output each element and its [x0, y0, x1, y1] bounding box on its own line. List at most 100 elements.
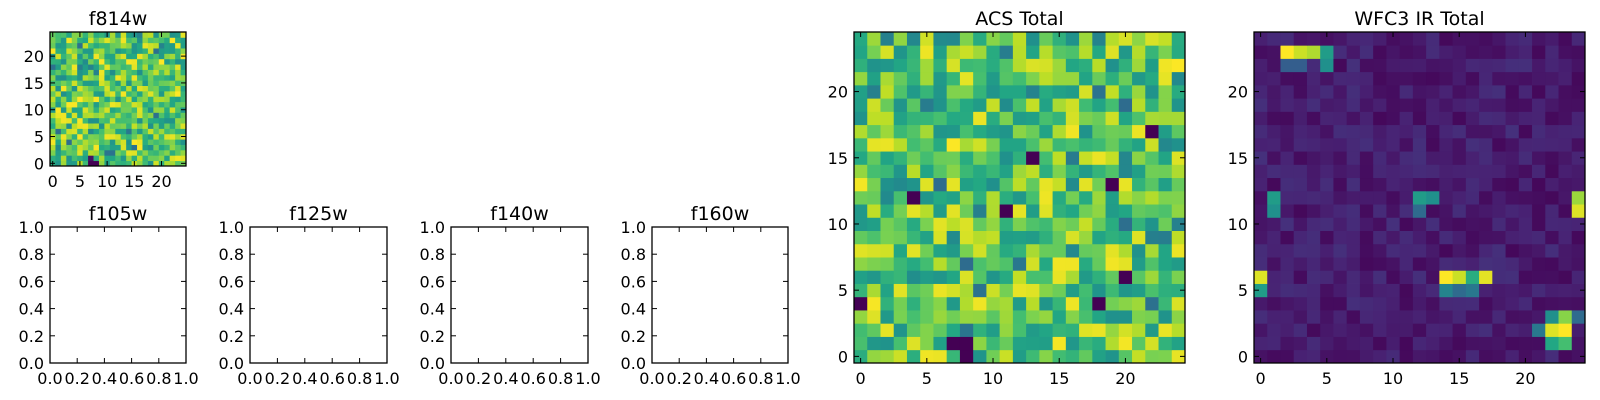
heatmap-cell: [1306, 190, 1321, 205]
heatmap-cell: [1399, 349, 1414, 364]
heatmap-cell: [1346, 310, 1361, 324]
heatmap-cell: [1465, 124, 1480, 139]
heatmap-cell: [946, 71, 961, 86]
heatmap-cell: [115, 90, 122, 97]
heatmap-cell: [142, 149, 149, 156]
heatmap-cell: [1439, 71, 1453, 86]
heatmap-cell: [1132, 310, 1146, 324]
heatmap-cell: [1026, 283, 1040, 298]
heatmap-cell: [1452, 111, 1467, 126]
heatmap-cell: [1571, 177, 1586, 192]
heatmap-cell: [88, 123, 94, 129]
heatmap-cell: [1479, 84, 1493, 99]
heatmap-cell: [1333, 71, 1348, 86]
heatmap-cell: [1293, 111, 1308, 126]
heatmap-cell: [1359, 190, 1374, 205]
heatmap-cell: [1280, 270, 1295, 284]
heatmap-cell: [1465, 151, 1480, 165]
heatmap-cell: [1158, 283, 1173, 298]
heatmap-cell: [88, 160, 94, 167]
heatmap-cell: [1158, 164, 1173, 179]
heatmap-cell: [1306, 310, 1321, 324]
heatmap-cell: [1132, 137, 1146, 152]
heatmap-cell: [104, 42, 111, 49]
heatmap-cell: [999, 217, 1014, 231]
heatmap-cell: [880, 296, 895, 311]
heatmap-cell: [88, 37, 94, 44]
heatmap-cell: [1479, 257, 1493, 271]
heatmap-cell: [1145, 84, 1159, 99]
heatmap-cell: [906, 296, 921, 311]
heatmap-cell: [1132, 111, 1146, 126]
heatmap-cell: [906, 270, 921, 284]
heatmap-cell: [854, 217, 868, 231]
heatmap-cell: [120, 64, 127, 70]
heatmap-cell: [77, 117, 84, 124]
heatmap-cell: [1426, 283, 1440, 298]
heatmap-cell: [131, 96, 138, 103]
heatmap-cell: [1346, 164, 1361, 179]
heatmap-cell: [1479, 190, 1493, 205]
heatmap-cell: [77, 53, 84, 60]
heatmap-cell: [137, 123, 143, 129]
heatmap-cell: [137, 69, 143, 76]
heatmap-cell: [1452, 32, 1467, 46]
heatmap-cell: [66, 90, 73, 97]
heatmap-cell: [906, 204, 921, 218]
heatmap-cell: [1118, 58, 1133, 73]
heatmap-cell: [893, 296, 908, 311]
heatmap-cell: [1320, 32, 1334, 46]
heatmap-cell: [1306, 283, 1321, 298]
heatmap-cell: [88, 96, 94, 103]
heatmap-cell: [1280, 177, 1295, 192]
heatmap-cell: [1571, 270, 1586, 284]
heatmap-cell: [164, 112, 171, 119]
heatmap-cell: [158, 123, 165, 129]
heatmap-cell: [1254, 296, 1268, 311]
heatmap-cell: [82, 74, 89, 81]
heatmap-cell: [77, 48, 84, 54]
heatmap-cell: [1571, 71, 1586, 86]
heatmap-cell: [1333, 283, 1348, 298]
heatmap-cell: [115, 64, 122, 70]
heatmap-cell: [1333, 349, 1348, 364]
heatmap-cell: [1386, 349, 1401, 364]
heatmap-cell: [93, 96, 100, 103]
heatmap-cell: [1386, 230, 1401, 245]
heatmap-cell: [1346, 336, 1361, 351]
heatmap-cell: [77, 64, 84, 70]
heatmap-cell: [1439, 204, 1453, 218]
heatmap-cell: [999, 310, 1014, 324]
heatmap-cell: [1545, 190, 1559, 205]
heatmap-cell: [137, 80, 143, 86]
heatmap-cell: [93, 90, 100, 97]
heatmap-cell: [854, 257, 868, 271]
heatmap-cell: [1254, 217, 1268, 231]
heatmap-cell: [1132, 296, 1146, 311]
heatmap-cell: [137, 117, 143, 124]
heatmap-cell: [1105, 164, 1120, 179]
heatmap-cell: [50, 96, 56, 103]
heatmap-cell: [1171, 32, 1186, 46]
heatmap-cell: [164, 85, 171, 92]
heatmap-cell: [164, 101, 171, 108]
heatmap-cell: [126, 123, 132, 129]
heatmap-cell: [1452, 217, 1467, 231]
heatmap-cell: [1399, 124, 1414, 139]
heatmap-cell: [986, 177, 1001, 192]
heatmap-cell: [1026, 32, 1040, 46]
heatmap-cell: [55, 74, 62, 81]
heatmap-cell: [986, 257, 1001, 271]
heatmap-cell: [1505, 124, 1520, 139]
heatmap-cell: [1373, 283, 1387, 298]
heatmap-cell: [1465, 230, 1480, 245]
heatmap-cell: [1158, 177, 1173, 192]
heatmap-cell: [920, 71, 934, 86]
heatmap-cell: [147, 128, 154, 135]
heatmap-cell: [1479, 32, 1493, 46]
heatmap-cell: [1373, 111, 1387, 126]
heatmap-cell: [137, 160, 143, 167]
heatmap-cell: [1439, 84, 1453, 99]
heatmap-cell: [880, 230, 895, 245]
